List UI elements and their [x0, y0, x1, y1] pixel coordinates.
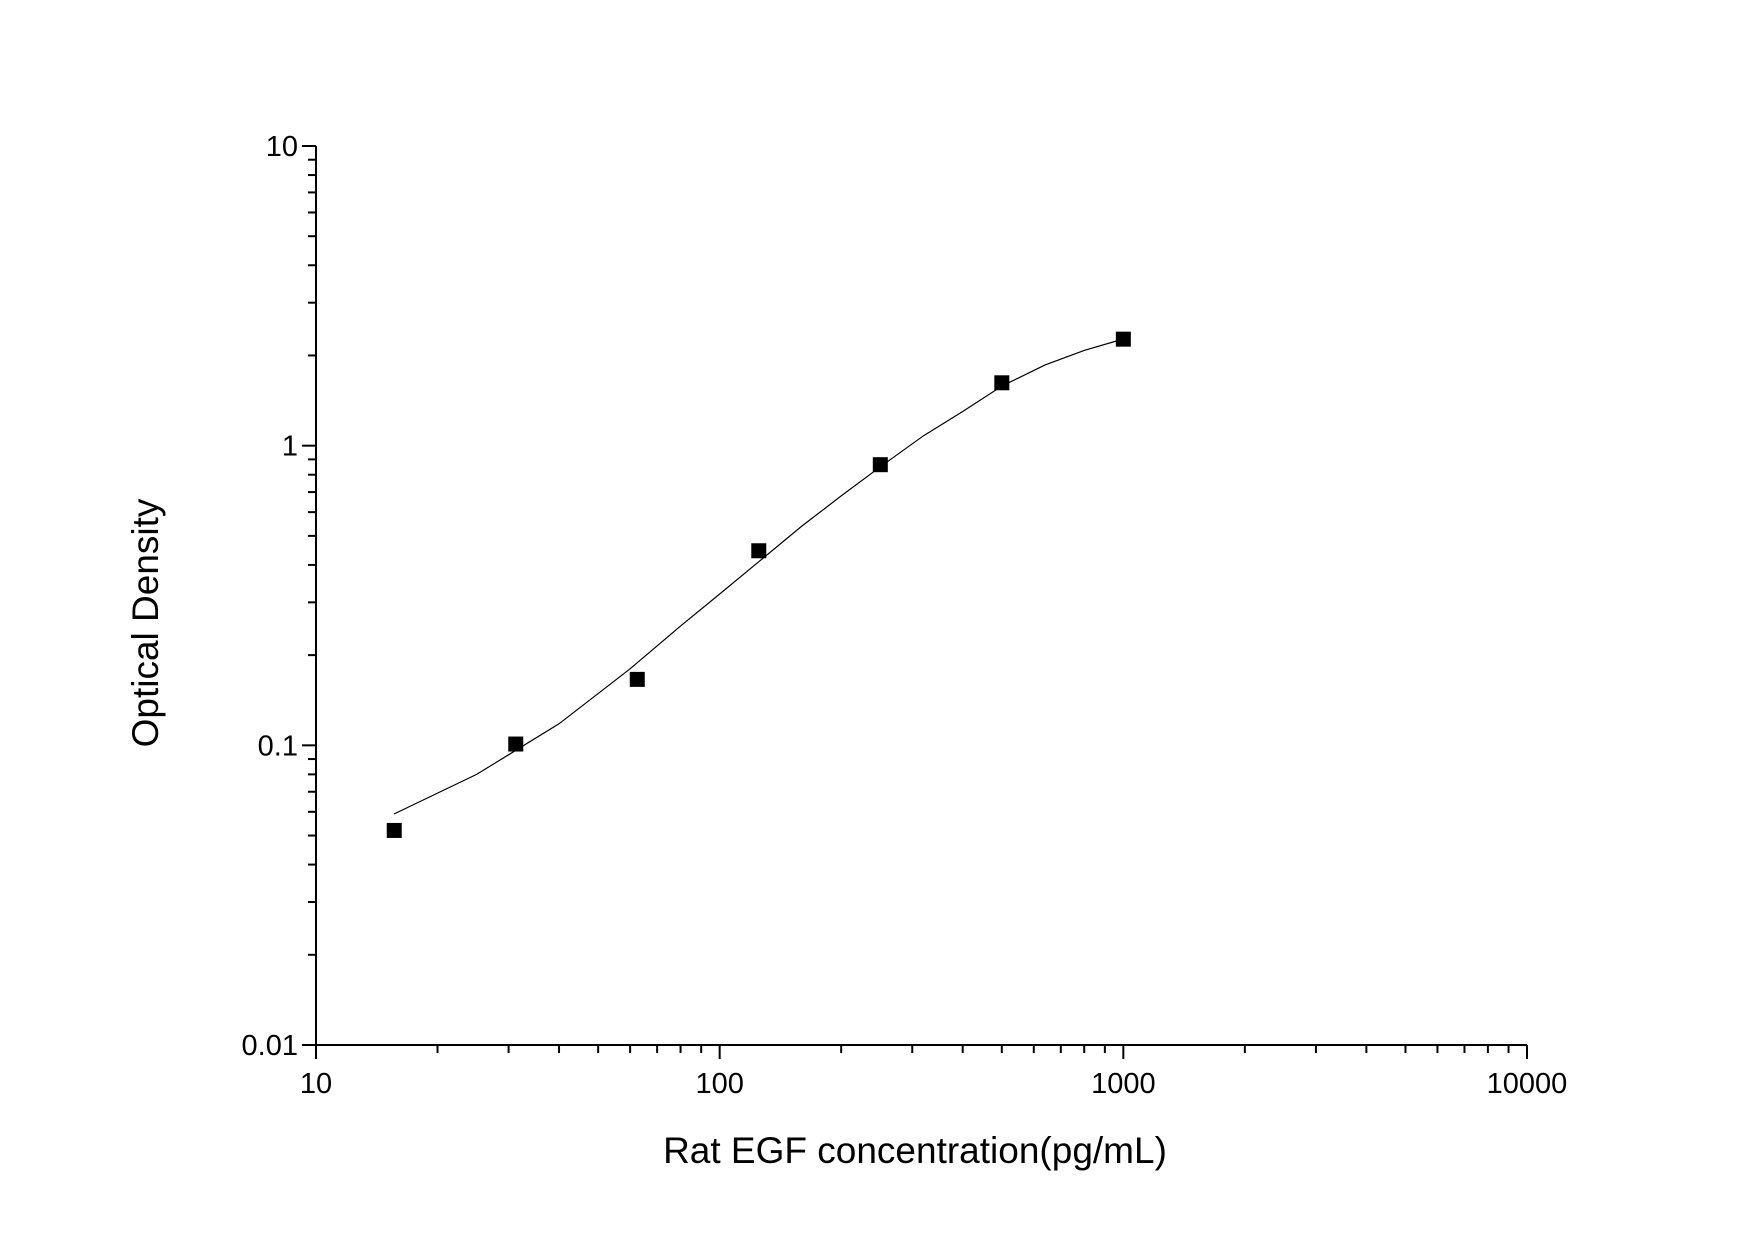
data-point — [872, 457, 888, 473]
y-tick-label: 0.1 — [258, 730, 298, 762]
data-point — [994, 375, 1010, 391]
x-axis-title: Rat EGF concentration(pg/mL) — [663, 1130, 1167, 1171]
data-points-layer — [386, 331, 1131, 838]
x-tick-label: 10 — [300, 1068, 332, 1100]
y-axis-title: Optical Density — [125, 498, 166, 747]
data-point — [508, 736, 524, 752]
data-point — [1115, 331, 1131, 347]
y-tick-label: 0.01 — [242, 1030, 298, 1062]
fit-curve-layer — [393, 338, 1124, 815]
x-tick-label: 10000 — [1487, 1068, 1568, 1100]
fit-curve-line — [393, 338, 1124, 815]
y-tick-label: 1 — [282, 431, 298, 463]
x-tick-label: 100 — [695, 1068, 743, 1100]
y-tick-label: 10 — [266, 131, 298, 163]
data-point — [629, 671, 645, 687]
x-tick-label: 1000 — [1091, 1068, 1156, 1100]
data-point — [751, 543, 767, 559]
axes: 10 100 1000 10000 0.01 0.1 1 10 — [242, 131, 1568, 1100]
data-point — [386, 822, 402, 838]
